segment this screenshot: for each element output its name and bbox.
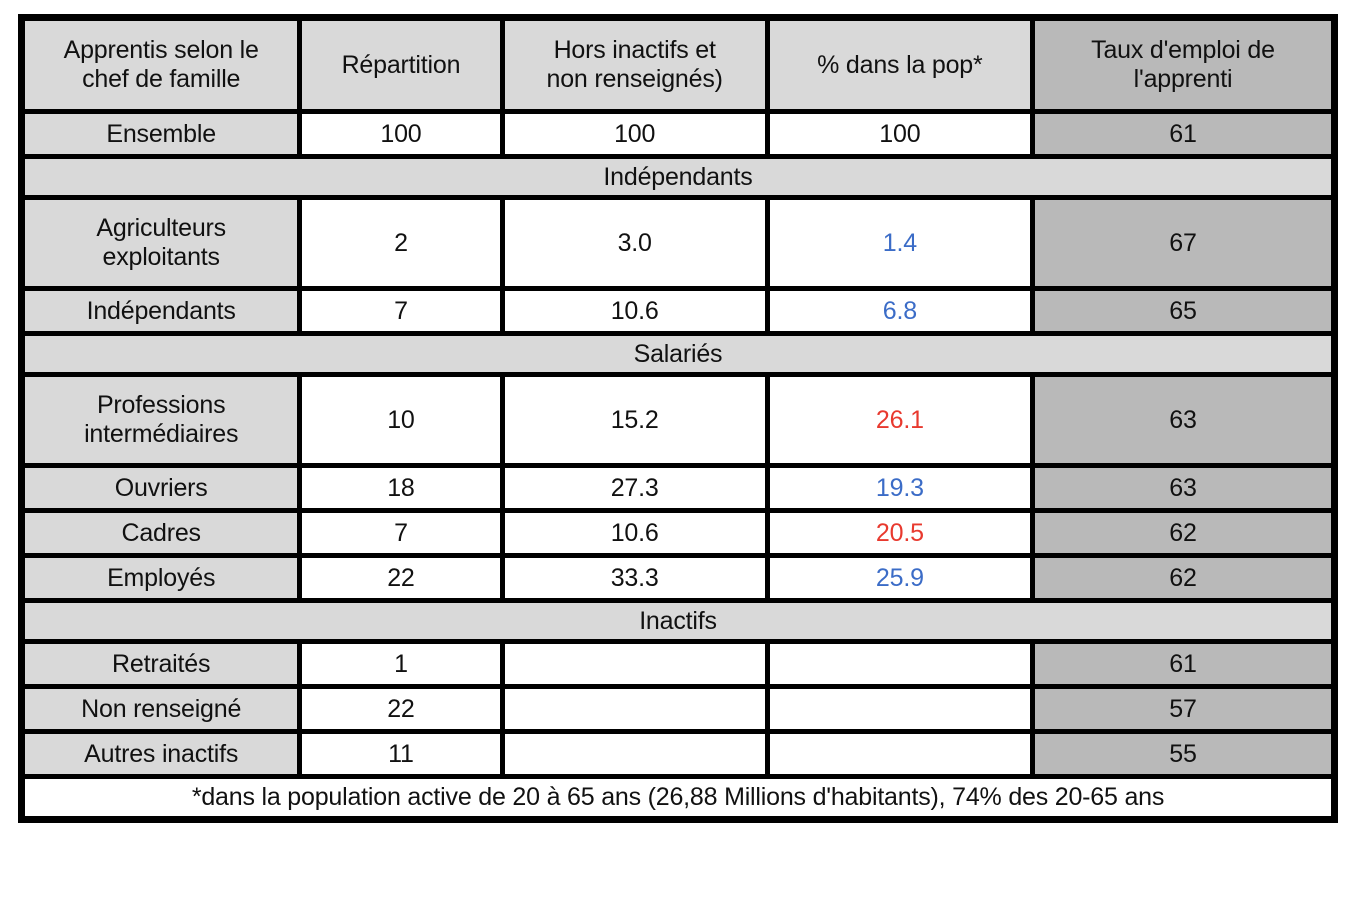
cell-repartition: 7 bbox=[297, 508, 505, 558]
cell-pct-pop: 25.9 bbox=[764, 553, 1035, 603]
table-row-ensemble: Ensemble 100 100 100 61 bbox=[18, 109, 1338, 159]
cell-hors-inactifs: 3.0 bbox=[499, 195, 770, 291]
cell-pct-pop bbox=[764, 639, 1035, 689]
cell-repartition: 11 bbox=[297, 729, 505, 779]
section-label: Indépendants bbox=[19, 154, 1337, 200]
row-label: Ouvriers bbox=[18, 463, 303, 513]
cell-hors-inactifs: 15.2 bbox=[499, 372, 770, 468]
table-row-professions-intermediaires: Professions intermédiaires 10 15.2 26.1 … bbox=[18, 372, 1338, 468]
col-header-pct-pop: % dans la pop* bbox=[764, 15, 1035, 114]
cell-taux-emploi: 61 bbox=[1029, 639, 1338, 689]
row-label: Cadres bbox=[18, 508, 303, 558]
cell-taux-emploi: 61 bbox=[1029, 109, 1338, 159]
cell-hors-inactifs bbox=[499, 684, 770, 734]
table-row-independants: Indépendants 7 10.6 6.8 65 bbox=[18, 286, 1338, 336]
cell-pct-pop: 19.3 bbox=[764, 463, 1035, 513]
cell-pct-pop bbox=[764, 684, 1035, 734]
section-row-inactifs: Inactifs bbox=[19, 598, 1337, 644]
row-label: Indépendants bbox=[18, 286, 303, 336]
col-header-taux-emploi: Taux d'emploi de l'apprenti bbox=[1029, 15, 1338, 114]
footnote-row: *dans la population active de 20 à 65 an… bbox=[19, 774, 1337, 822]
cell-hors-inactifs: 10.6 bbox=[499, 286, 770, 336]
header-row: Apprentis selon le chef de famille Répar… bbox=[18, 15, 1338, 114]
cell-pct-pop: 20.5 bbox=[764, 508, 1035, 558]
section-row-salaries: Salariés bbox=[19, 331, 1337, 377]
cell-pct-pop: 100 bbox=[764, 109, 1035, 159]
row-label: Retraités bbox=[18, 639, 303, 689]
cell-pct-pop: 6.8 bbox=[764, 286, 1035, 336]
cell-repartition: 10 bbox=[297, 372, 505, 468]
row-label: Ensemble bbox=[18, 109, 303, 159]
cell-taux-emploi: 57 bbox=[1029, 684, 1338, 734]
cell-hors-inactifs bbox=[499, 729, 770, 779]
cell-repartition: 1 bbox=[297, 639, 505, 689]
cell-repartition: 7 bbox=[297, 286, 505, 336]
row-label: Employés bbox=[18, 553, 303, 603]
section-row-independants: Indépendants bbox=[19, 154, 1337, 200]
cell-taux-emploi: 62 bbox=[1029, 553, 1338, 603]
cell-taux-emploi: 65 bbox=[1029, 286, 1338, 336]
row-label: Professions intermédiaires bbox=[18, 372, 303, 468]
cell-taux-emploi: 63 bbox=[1029, 463, 1338, 513]
footnote: *dans la population active de 20 à 65 an… bbox=[19, 774, 1337, 822]
cell-pct-pop: 26.1 bbox=[764, 372, 1035, 468]
table-row-agriculteurs: Agriculteurs exploitants 2 3.0 1.4 67 bbox=[18, 195, 1338, 291]
table-row-cadres: Cadres 7 10.6 20.5 62 bbox=[18, 508, 1338, 558]
cell-pct-pop bbox=[764, 729, 1035, 779]
cell-repartition: 2 bbox=[297, 195, 505, 291]
cell-repartition: 22 bbox=[297, 684, 505, 734]
cell-hors-inactifs: 27.3 bbox=[499, 463, 770, 513]
section-label: Inactifs bbox=[19, 598, 1337, 644]
row-label: Non renseigné bbox=[18, 684, 303, 734]
table-row-ouvriers: Ouvriers 18 27.3 19.3 63 bbox=[18, 463, 1338, 513]
cell-repartition: 100 bbox=[297, 109, 505, 159]
cell-pct-pop: 1.4 bbox=[764, 195, 1035, 291]
row-label: Autres inactifs bbox=[18, 729, 303, 779]
cell-taux-emploi: 63 bbox=[1029, 372, 1338, 468]
col-header-chef-famille: Apprentis selon le chef de famille bbox=[18, 15, 303, 114]
col-header-hors-inactifs: Hors inactifs et non renseignés) bbox=[499, 15, 770, 114]
apprentices-table: Apprentis selon le chef de famille Répar… bbox=[18, 14, 1338, 823]
cell-repartition: 22 bbox=[297, 553, 505, 603]
table-row-employes: Employés 22 33.3 25.9 62 bbox=[18, 553, 1338, 603]
row-label: Agriculteurs exploitants bbox=[18, 195, 303, 291]
cell-hors-inactifs: 100 bbox=[499, 109, 770, 159]
cell-hors-inactifs: 33.3 bbox=[499, 553, 770, 603]
table-row-autres-inactifs: Autres inactifs 11 55 bbox=[18, 729, 1338, 779]
cell-repartition: 18 bbox=[297, 463, 505, 513]
cell-taux-emploi: 62 bbox=[1029, 508, 1338, 558]
cell-taux-emploi: 55 bbox=[1029, 729, 1338, 779]
cell-hors-inactifs: 10.6 bbox=[499, 508, 770, 558]
table-row-retraites: Retraités 1 61 bbox=[18, 639, 1338, 689]
col-header-repartition: Répartition bbox=[297, 15, 505, 114]
table-row-non-renseigne: Non renseigné 22 57 bbox=[18, 684, 1338, 734]
cell-taux-emploi: 67 bbox=[1029, 195, 1338, 291]
section-label: Salariés bbox=[19, 331, 1337, 377]
cell-hors-inactifs bbox=[499, 639, 770, 689]
